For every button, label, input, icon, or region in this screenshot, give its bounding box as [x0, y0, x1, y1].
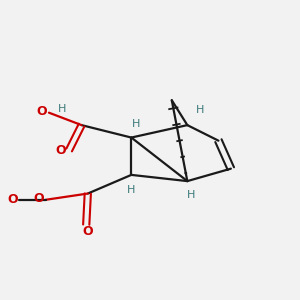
Text: O: O: [56, 143, 66, 157]
Text: O: O: [37, 105, 47, 118]
Text: O: O: [34, 192, 44, 205]
Text: H: H: [196, 105, 204, 115]
Text: H: H: [127, 185, 136, 195]
Text: H: H: [187, 190, 195, 200]
Text: H: H: [132, 118, 140, 129]
Text: O: O: [82, 225, 93, 238]
Text: O: O: [7, 193, 18, 206]
Text: H: H: [58, 104, 66, 114]
